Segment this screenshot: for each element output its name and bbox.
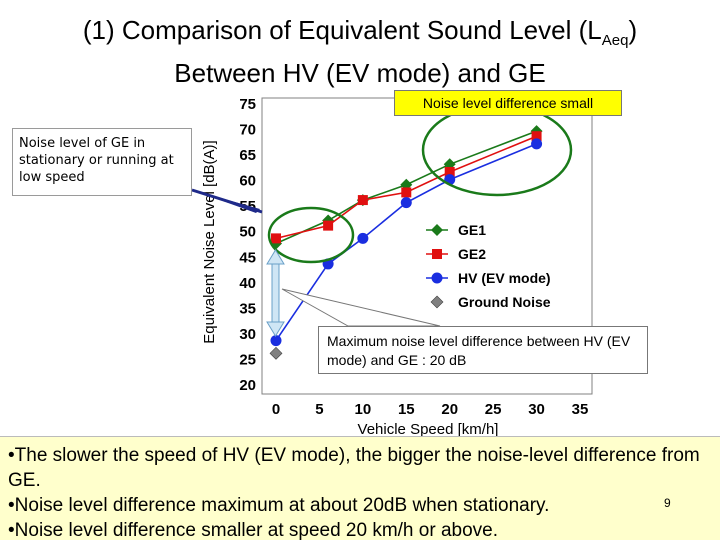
y-tick-label: 50 bbox=[239, 224, 256, 241]
title-line-1: (1) Comparison of Equivalent Sound Level… bbox=[82, 15, 638, 50]
series-ge2 bbox=[271, 131, 542, 244]
data-point bbox=[271, 233, 281, 244]
data-point bbox=[531, 138, 543, 150]
x-tick-label: 5 bbox=[315, 401, 323, 418]
y-tick-label: 75 bbox=[239, 96, 256, 113]
difference-arrowhead-down bbox=[266, 321, 285, 337]
y-tick-label: 65 bbox=[239, 147, 256, 164]
x-tick-label: 30 bbox=[528, 401, 545, 418]
y-tick-label: 20 bbox=[239, 377, 256, 394]
y-tick-label: 40 bbox=[239, 275, 256, 292]
legend-label: GE2 bbox=[458, 246, 486, 262]
y-tick-label: 45 bbox=[239, 249, 256, 266]
bullet-item: •Noise level difference maximum at about… bbox=[8, 495, 550, 516]
annotations bbox=[191, 103, 573, 337]
y-tick-label: 25 bbox=[239, 351, 256, 368]
data-point bbox=[357, 232, 369, 244]
series-line bbox=[275, 130, 537, 245]
legend-label: GE1 bbox=[458, 222, 486, 238]
x-tick-label: 35 bbox=[572, 401, 589, 418]
legend-item: GE1 bbox=[426, 222, 486, 238]
legend-item: Ground Noise bbox=[430, 294, 551, 310]
series-hv-ev-mode bbox=[270, 138, 543, 347]
data-point bbox=[400, 197, 412, 209]
legend-label: HV (EV mode) bbox=[458, 270, 551, 286]
page-number: 9 bbox=[664, 496, 671, 510]
data-point bbox=[444, 166, 455, 177]
y-axis-label: Equivalent Noise Level [dB(A)] bbox=[201, 140, 218, 343]
series-ground-noise bbox=[269, 346, 283, 360]
data-point bbox=[357, 195, 368, 206]
x-axis-label: Vehicle Speed [km/h] bbox=[358, 421, 499, 436]
data-point bbox=[431, 272, 443, 284]
legend: GE1 GE2 HV (EV mode) Ground Noise bbox=[420, 216, 580, 316]
x-tick-label: 0 bbox=[272, 401, 280, 418]
data-point bbox=[430, 295, 444, 309]
legend-item: HV (EV mode) bbox=[426, 270, 551, 286]
x-tick-label: 10 bbox=[355, 401, 372, 418]
data-point bbox=[269, 346, 283, 360]
y-tick-label: 60 bbox=[239, 173, 256, 190]
highlight-ellipse-low-speed bbox=[267, 206, 355, 264]
data-point bbox=[401, 187, 412, 198]
x-tick-label: 20 bbox=[441, 401, 458, 418]
data-point bbox=[432, 249, 442, 259]
callout-ge-low-speed: Noise level of GE in stationary or runni… bbox=[12, 128, 192, 196]
slide-title: (1) Comparison of Equivalent Sound Level… bbox=[40, 14, 680, 89]
bullet-item: •Noise level difference smaller at speed… bbox=[8, 520, 499, 541]
callout-max-difference: Maximum noise level difference between H… bbox=[318, 326, 648, 374]
series-line bbox=[275, 143, 537, 342]
legend-box bbox=[420, 216, 580, 316]
callout-difference-small: Noise level difference small bbox=[394, 90, 622, 116]
legend-label: Ground Noise bbox=[458, 294, 551, 310]
x-tick-label: 25 bbox=[485, 401, 502, 418]
pointer-line bbox=[191, 188, 263, 214]
series-line bbox=[275, 135, 537, 240]
title-line-2: Between HV (EV mode) and GE bbox=[174, 58, 546, 89]
x-tick-label: 15 bbox=[398, 401, 415, 418]
difference-span-bar bbox=[271, 261, 280, 325]
y-tick-label: 35 bbox=[239, 300, 256, 317]
summary-bullets: •The slower the speed of HV (EV mode), t… bbox=[0, 436, 720, 541]
data-point bbox=[431, 224, 443, 236]
y-tick-label: 70 bbox=[239, 122, 256, 139]
bullet-item: •The slower the speed of HV (EV mode), t… bbox=[8, 445, 700, 491]
data-point bbox=[531, 131, 542, 142]
data-point bbox=[270, 335, 282, 347]
data-point bbox=[323, 220, 334, 231]
y-tick-label: 30 bbox=[239, 326, 256, 343]
difference-arrowhead-up bbox=[266, 249, 285, 265]
legend-item: GE2 bbox=[426, 246, 486, 262]
